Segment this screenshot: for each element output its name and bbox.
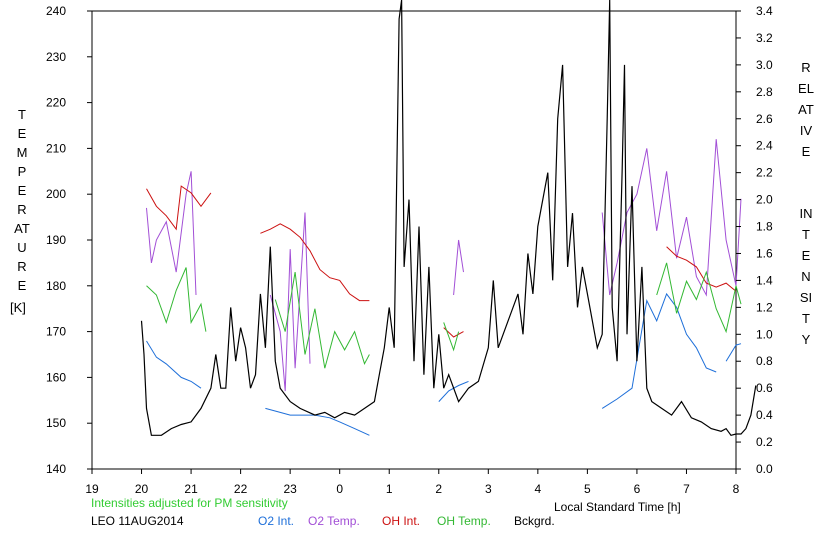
series-o2-temp-segment <box>269 212 311 392</box>
y-right-tick-label: 1.6 <box>756 246 773 260</box>
y-right-tick-label: 3.0 <box>756 58 773 72</box>
series-o2-int-segment <box>146 340 202 389</box>
series-oh-temp-segment <box>443 322 460 352</box>
series-oh-int-segment <box>260 223 370 302</box>
series-oh-temp-segment <box>274 272 370 369</box>
x-tick-label: 5 <box>584 482 591 496</box>
x-tick-label: 21 <box>184 482 198 496</box>
y-right-tick-label: 0.0 <box>756 462 773 476</box>
series-o2-int-segment <box>725 343 742 362</box>
y-right-tick-label: 1.8 <box>756 220 773 234</box>
y-left-tick-label: 150 <box>46 416 66 430</box>
series-o2-int-segment <box>265 407 370 436</box>
x-tick-label: 22 <box>234 482 248 496</box>
y-left-tick-label: 200 <box>46 187 66 201</box>
series-oh-int-segment <box>666 246 737 292</box>
y-right-tick-label: 2.4 <box>756 139 773 153</box>
x-tick-label: 4 <box>535 482 542 496</box>
y-left-axis-label: TEMPERATURE <box>14 107 30 293</box>
y-left-tick-label: 230 <box>46 50 66 64</box>
x-tick-label: 19 <box>85 482 99 496</box>
series-bckgrd-segment <box>140 0 757 436</box>
y-left-tick-label: 180 <box>46 279 66 293</box>
y-left-tick-label: 140 <box>46 462 66 476</box>
series-oh-temp-segment <box>656 262 742 334</box>
x-tick-label: 23 <box>283 482 297 496</box>
series-o2-temp-segment <box>601 139 742 297</box>
x-tick-label: 0 <box>336 482 343 496</box>
x-tick-label: 20 <box>135 482 149 496</box>
series-oh-int-segment <box>443 327 464 338</box>
footer-note: Intensities adjusted for PM sensitivity <box>91 496 288 510</box>
y-right-tick-label: 3.4 <box>756 4 773 18</box>
series-oh-int-segment <box>146 185 212 231</box>
series-layer <box>140 0 757 436</box>
x-tick-label: 8 <box>733 482 740 496</box>
axes-layer: 1401501601701801902002102202302400.00.20… <box>46 4 773 496</box>
legend-oh-temp: OH Temp. <box>437 514 491 528</box>
legend-oh-int: OH Int. <box>382 514 421 528</box>
series-o2-temp-segment <box>453 239 464 296</box>
y-right-tick-label: 0.6 <box>756 381 773 395</box>
y-left-tick-label: 170 <box>46 325 66 339</box>
y-right-tick-label: 3.2 <box>756 31 773 45</box>
y-left-tick-label: 160 <box>46 370 66 384</box>
y-left-tick-label: 190 <box>46 233 66 247</box>
y-right-tick-label: 0.8 <box>756 354 773 368</box>
x-tick-label: 6 <box>634 482 641 496</box>
y-right-tick-label: 2.2 <box>756 166 773 180</box>
y-right-tick-label: 0.2 <box>756 435 773 449</box>
y-right-tick-label: 0.4 <box>756 408 773 422</box>
y-left-tick-label: 240 <box>46 4 66 18</box>
legend-o2-int: O2 Int. <box>258 514 295 528</box>
y-right-tick-label: 1.0 <box>756 327 773 341</box>
y-right-tick-label: 1.4 <box>756 273 773 287</box>
x-tick-label: 2 <box>435 482 442 496</box>
series-o2-int-segment <box>601 292 717 409</box>
series-oh-temp-segment <box>146 267 207 332</box>
x-tick-label: 7 <box>683 482 690 496</box>
y-right-tick-label: 2.0 <box>756 193 773 207</box>
legend-o2-temp: O2 Temp. <box>308 514 360 528</box>
y-right-tick-label: 2.8 <box>756 85 773 99</box>
y-right-tick-label: 1.2 <box>756 300 773 314</box>
plot-frame <box>91 10 737 470</box>
legend-bckgrd: Bckgrd. <box>514 514 555 528</box>
x-tick-label: 1 <box>386 482 393 496</box>
y-left-axis-unit: [K] <box>10 300 26 315</box>
y-left-tick-label: 210 <box>46 141 66 155</box>
y-right-axis-label-intensity: INTENSITY <box>799 206 813 347</box>
footer-station-date: LEO 11AUG2014 <box>91 514 184 528</box>
series-o2-temp-segment <box>146 171 197 296</box>
x-axis-label: Local Standard Time [h] <box>554 500 681 514</box>
y-right-axis-label-relative: RELATIVE <box>798 60 814 159</box>
x-tick-label: 3 <box>485 482 492 496</box>
y-left-tick-label: 220 <box>46 96 66 110</box>
y-right-tick-label: 2.6 <box>756 112 773 126</box>
